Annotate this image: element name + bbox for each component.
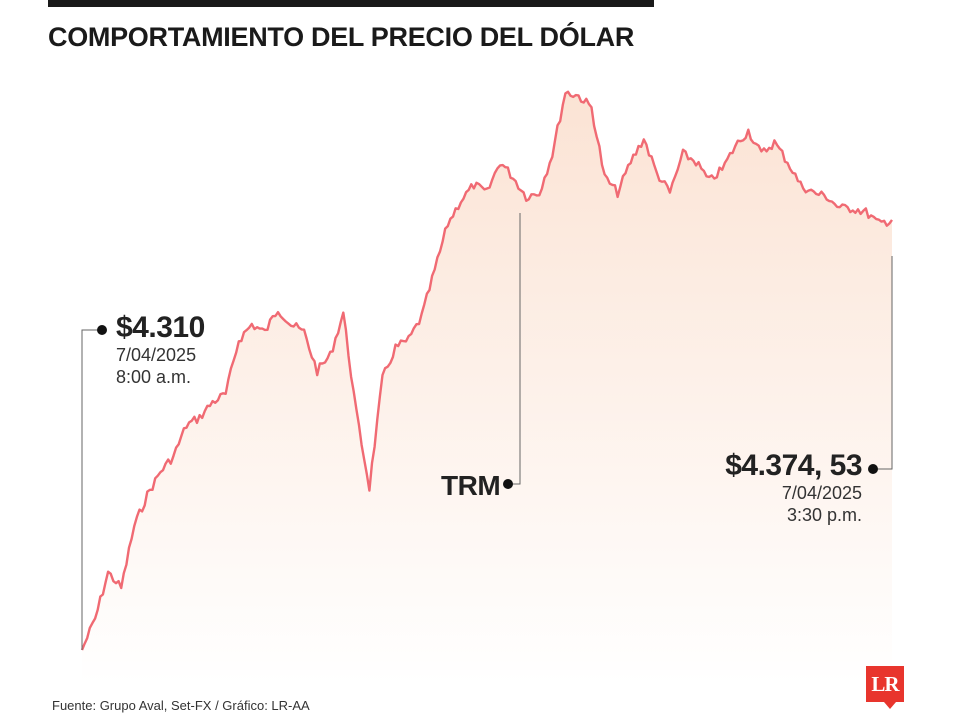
end-time: 3:30 p.m. [786,505,862,525]
source-note: Fuente: Grupo Aval, Set-FX / Gráfico: LR… [52,698,310,713]
top-rule [48,0,654,7]
price-line [80,90,893,651]
start-leader-line [81,329,100,650]
trm-marker [503,479,513,489]
start-annotation: $4.310 7/04/2025 8:00 a.m. [116,312,205,388]
trm-leader-line [510,213,521,485]
start-time: 8:00 a.m. [116,367,192,387]
lr-logo: LR [866,666,904,709]
chart-title: COMPORTAMIENTO DEL PRECIO DEL DÓLAR [48,22,635,52]
start-marker [97,325,107,335]
trm-label: TRM [441,470,501,501]
end-value: $4.374, 53 [725,449,862,482]
end-annotation: $4.374, 53 7/04/2025 3:30 p.m. [725,450,862,526]
start-value: $4.310 [116,311,205,344]
end-marker [868,464,878,474]
start-date: 7/04/2025 [116,345,197,365]
end-leader-line [876,256,893,470]
end-date: 7/04/2025 [781,483,862,503]
price-area-fill [82,91,892,685]
